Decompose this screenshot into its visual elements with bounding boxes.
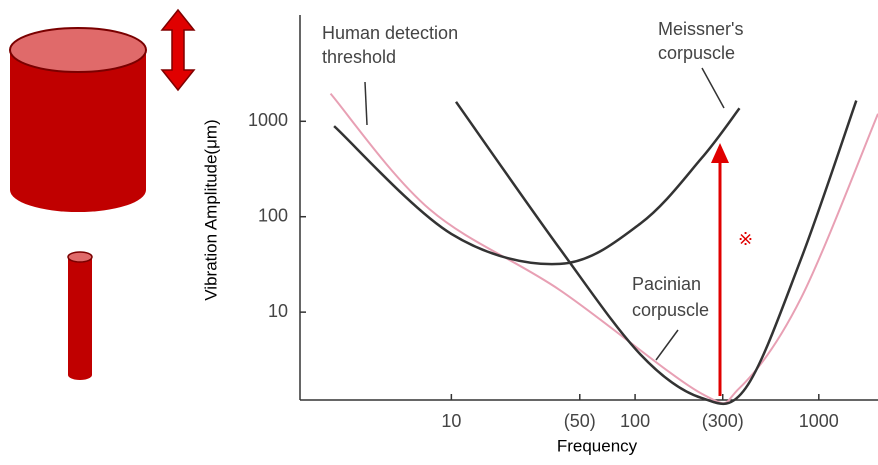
page: {"chart_data": {"type": "line", "x_label… (0, 0, 878, 460)
curve (334, 108, 739, 264)
x-axis-label: Frequency (557, 436, 638, 455)
plot-area: 10 100 1000 10 (50) 100 (300) 1000 (248, 94, 878, 431)
double-arrow (162, 10, 194, 90)
annotation: ※ (738, 229, 753, 249)
x-tick-label: 1000 (799, 411, 839, 431)
x-tick-label: 100 (620, 411, 650, 431)
annotation: Pacinian (632, 274, 701, 294)
y-axis-label: Vibration Amplitude(μm) (201, 119, 220, 300)
chart: Frequency Vibration Amplitude(μm) Human … (0, 0, 878, 460)
pointer (365, 82, 367, 125)
y-tick-label: 100 (258, 205, 288, 225)
y-tick-label: 1000 (248, 110, 288, 130)
x-tick-label: (300) (702, 411, 744, 431)
annotation: corpuscle (632, 300, 709, 320)
x-tick-label: (50) (564, 411, 596, 431)
annotation: Meissner's (658, 19, 743, 39)
pointer (702, 68, 724, 108)
small-cylinder (68, 252, 92, 380)
red-arrow-head (711, 143, 729, 163)
curve (456, 101, 856, 404)
annotation: threshold (322, 47, 396, 67)
pointer (656, 330, 678, 360)
x-tick-label: 10 (441, 411, 461, 431)
annotation: corpuscle (658, 43, 735, 63)
large-cylinder (10, 28, 146, 212)
annotation: Human detection (322, 23, 458, 43)
y-tick-label: 10 (268, 301, 288, 321)
